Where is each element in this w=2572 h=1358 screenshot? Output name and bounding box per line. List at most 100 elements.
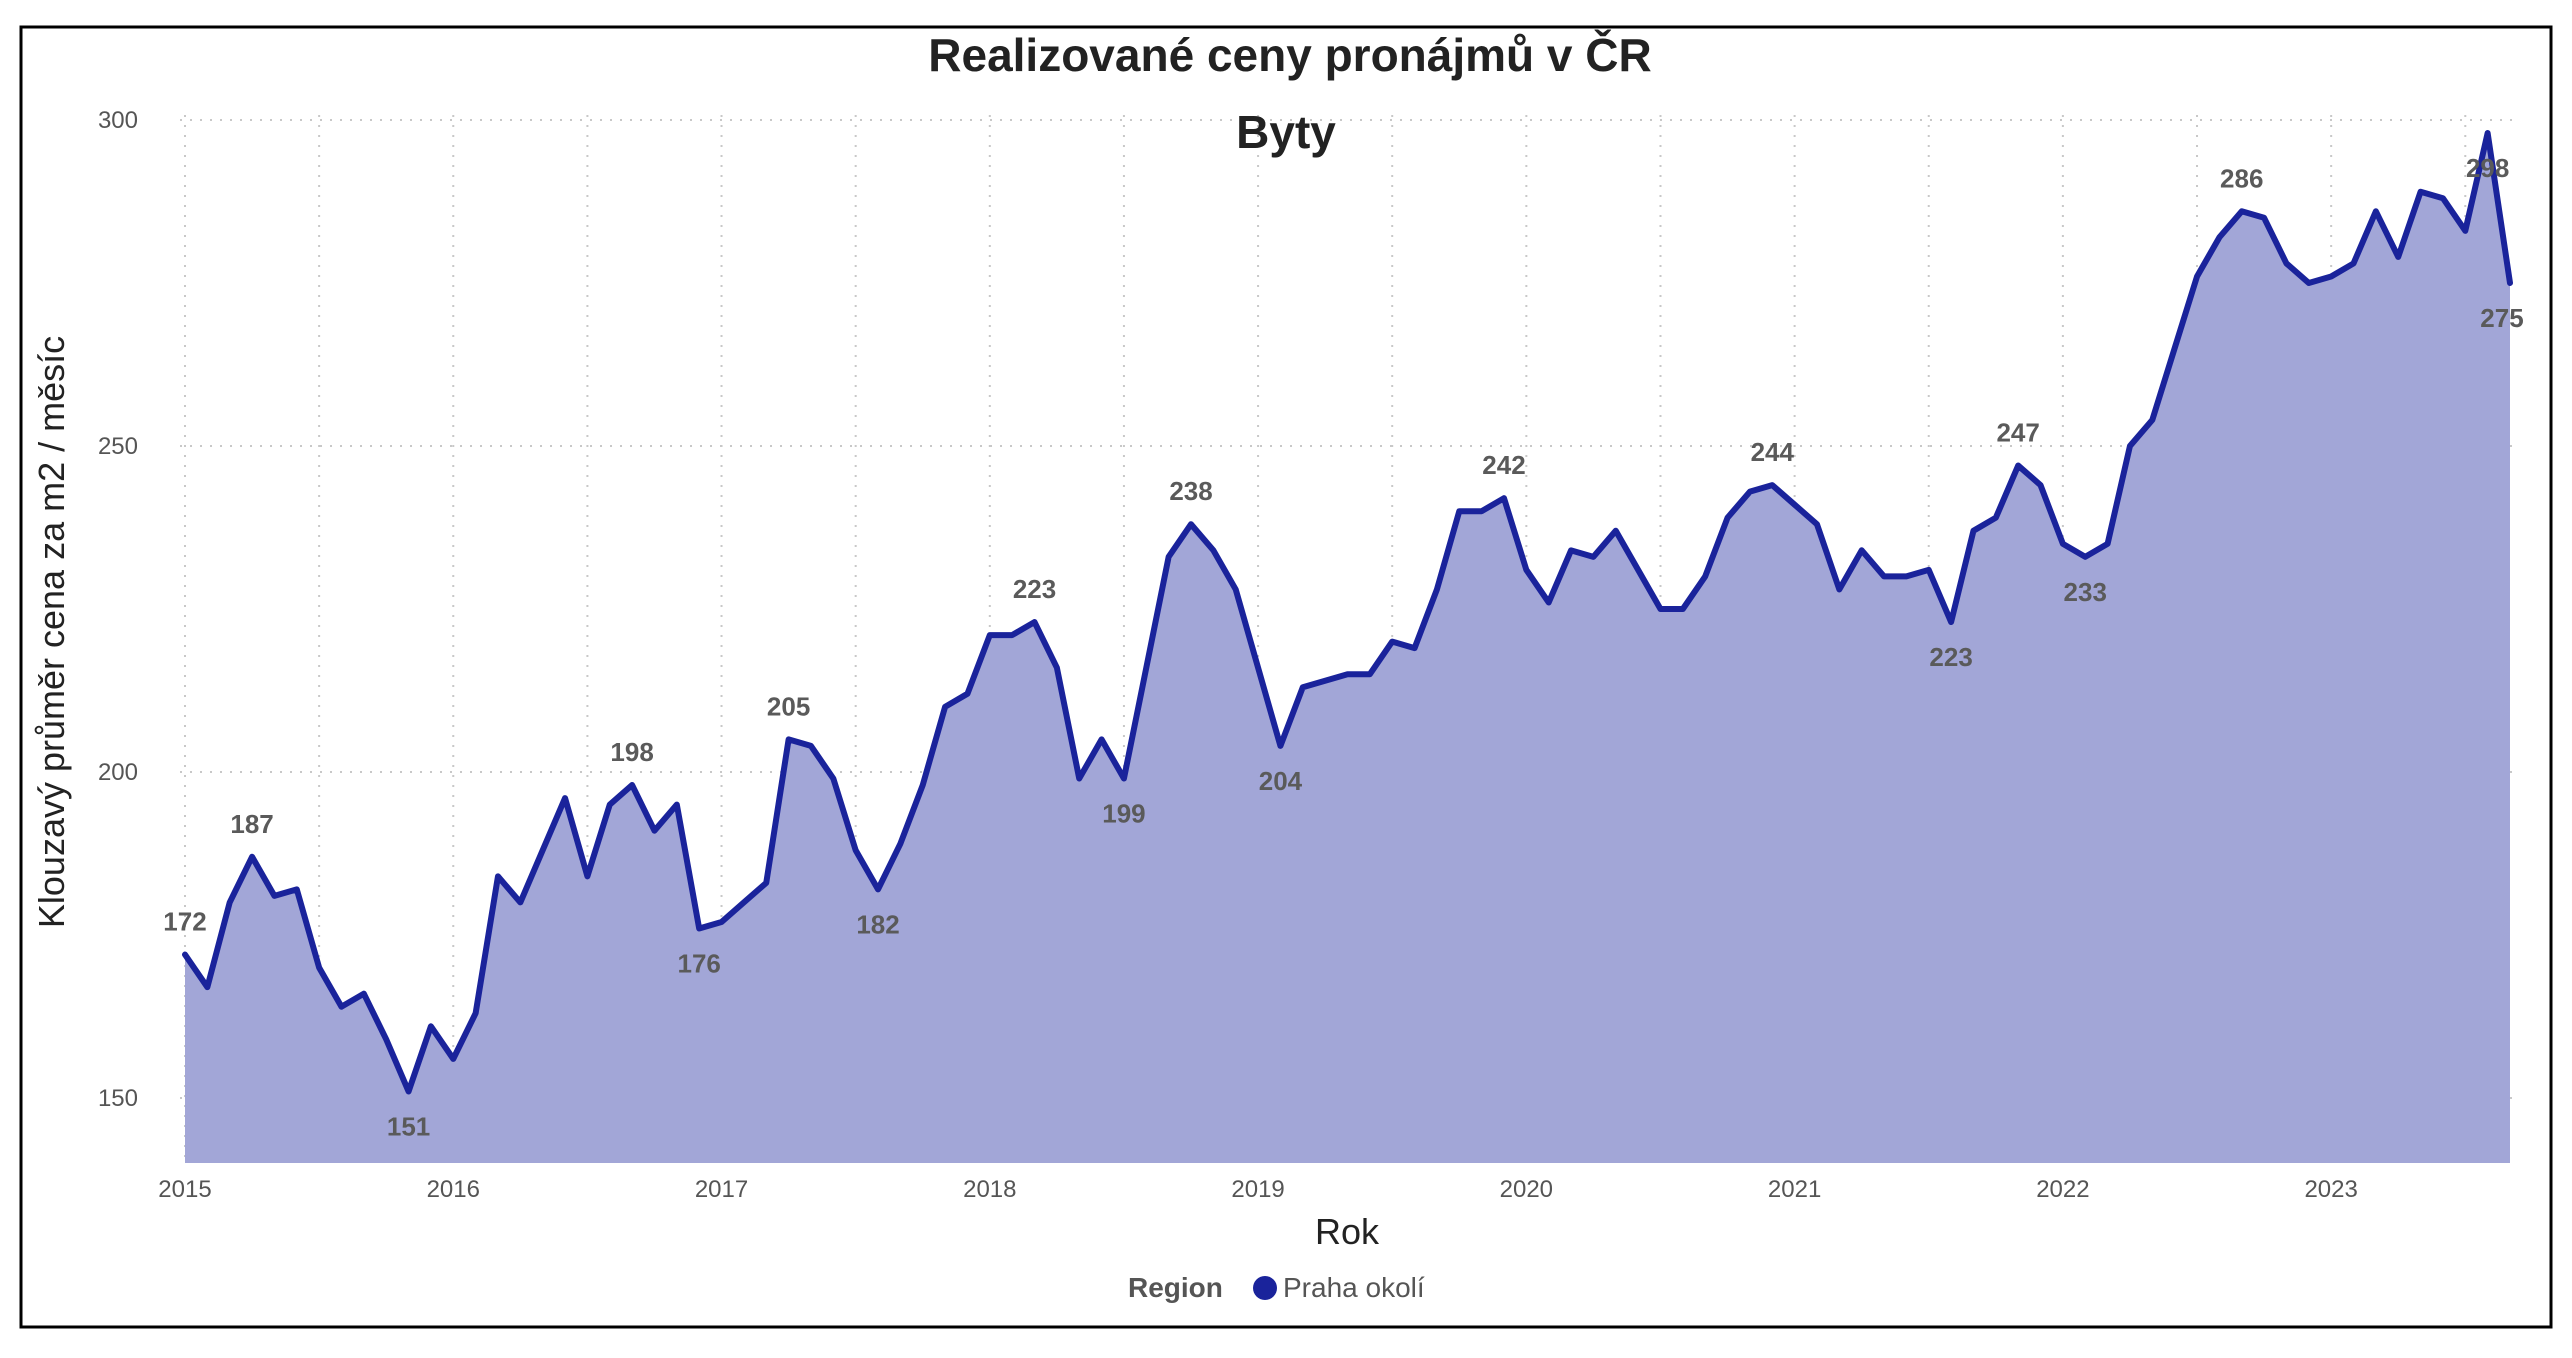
data-point bbox=[942, 704, 948, 710]
data-point bbox=[2015, 463, 2021, 469]
x-tick-label: 2015 bbox=[158, 1176, 211, 1203]
data-point bbox=[227, 899, 233, 905]
data-point bbox=[1590, 554, 1596, 560]
data-point bbox=[2216, 234, 2222, 240]
data-point bbox=[182, 952, 188, 958]
data-point bbox=[2485, 130, 2491, 136]
data-point bbox=[1389, 639, 1395, 645]
data-point bbox=[987, 632, 993, 638]
data-label: 223 bbox=[1929, 642, 1972, 672]
data-point bbox=[2239, 208, 2245, 214]
data-point bbox=[1903, 573, 1909, 579]
series-line-praha-okoli bbox=[182, 130, 2513, 1095]
data-point bbox=[1747, 489, 1753, 495]
x-tick-label: 2023 bbox=[2304, 1176, 2357, 1203]
data-label: 298 bbox=[2466, 153, 2509, 183]
data-point bbox=[964, 691, 970, 697]
data-point bbox=[1635, 567, 1641, 573]
data-point bbox=[473, 1010, 479, 1016]
data-label: 223 bbox=[1013, 574, 1056, 604]
data-point bbox=[1657, 606, 1663, 612]
data-point bbox=[1412, 645, 1418, 651]
data-point bbox=[1210, 547, 1216, 553]
data-point bbox=[1233, 586, 1239, 592]
data-label: 198 bbox=[610, 737, 653, 767]
x-tick-label: 2018 bbox=[963, 1176, 1016, 1203]
data-point bbox=[696, 925, 702, 931]
x-axis-title: Rok bbox=[1315, 1211, 1380, 1252]
data-label: 242 bbox=[1482, 450, 1525, 480]
data-point bbox=[2418, 189, 2424, 195]
data-point bbox=[2306, 280, 2312, 286]
y-tick-label: 150 bbox=[98, 1085, 138, 1112]
data-point bbox=[495, 873, 501, 879]
data-point bbox=[1568, 547, 1574, 553]
data-point bbox=[1501, 495, 1507, 501]
data-point bbox=[1255, 665, 1261, 671]
legend-label: Praha okolí bbox=[1283, 1272, 1425, 1303]
data-point bbox=[1725, 515, 1731, 521]
data-point bbox=[1099, 736, 1105, 742]
data-point bbox=[1993, 515, 1999, 521]
data-point bbox=[808, 743, 814, 749]
data-label: 176 bbox=[677, 948, 720, 978]
y-tick-label: 200 bbox=[98, 759, 138, 786]
data-point bbox=[1166, 554, 1172, 560]
data-point bbox=[406, 1088, 412, 1094]
plot-area bbox=[182, 130, 2513, 1163]
data-point bbox=[1322, 678, 1328, 684]
data-point bbox=[2038, 482, 2044, 488]
area-fill-praha-okoli bbox=[185, 133, 2510, 1163]
data-point bbox=[1836, 586, 1842, 592]
data-label: 205 bbox=[767, 691, 810, 721]
data-point bbox=[1367, 671, 1373, 677]
data-point bbox=[607, 802, 613, 808]
data-point bbox=[674, 802, 680, 808]
data-point bbox=[1926, 567, 1932, 573]
data-point bbox=[562, 795, 568, 801]
data-point bbox=[2105, 541, 2111, 547]
legend-title: Region bbox=[1128, 1272, 1223, 1303]
data-point bbox=[2283, 260, 2289, 266]
data-point bbox=[1523, 567, 1529, 573]
data-point bbox=[2373, 208, 2379, 214]
data-point bbox=[1032, 619, 1038, 625]
data-point bbox=[2507, 280, 2513, 286]
data-label: 187 bbox=[230, 809, 273, 839]
data-point bbox=[1009, 632, 1015, 638]
data-label: 199 bbox=[1102, 799, 1145, 829]
data-point bbox=[1143, 665, 1149, 671]
data-point bbox=[517, 899, 523, 905]
data-point bbox=[1680, 606, 1686, 612]
data-point bbox=[853, 847, 859, 853]
data-point bbox=[629, 782, 635, 788]
data-point bbox=[1859, 547, 1865, 553]
data-point bbox=[2127, 443, 2133, 449]
data-label: 151 bbox=[387, 1111, 430, 1141]
data-point bbox=[584, 873, 590, 879]
data-point bbox=[1188, 521, 1194, 527]
data-point bbox=[316, 965, 322, 971]
data-point bbox=[920, 782, 926, 788]
data-point bbox=[741, 899, 747, 905]
x-tick-label: 2019 bbox=[1231, 1176, 1284, 1203]
data-labels: 172 187 151 198 176 205 182 223 199 238 204 242 244 2… bbox=[163, 153, 2523, 1141]
x-tick-label: 2016 bbox=[427, 1176, 480, 1203]
data-point bbox=[1769, 482, 1775, 488]
data-point bbox=[2351, 260, 2357, 266]
data-point bbox=[830, 776, 836, 782]
data-point bbox=[540, 847, 546, 853]
data-point bbox=[249, 854, 255, 860]
data-label: 182 bbox=[856, 909, 899, 939]
data-point bbox=[2395, 254, 2401, 260]
data-point bbox=[719, 919, 725, 925]
legend: Region Praha okolí bbox=[1128, 1272, 1425, 1303]
data-point bbox=[2462, 228, 2468, 234]
axis-ticks: 150 200 250 300 2015 2016 2017 2018 2019 2020 2021… bbox=[98, 107, 2358, 1203]
data-point bbox=[2440, 195, 2446, 201]
data-label: 204 bbox=[1259, 766, 1303, 796]
data-point bbox=[1345, 671, 1351, 677]
data-point bbox=[1300, 684, 1306, 690]
data-point bbox=[2082, 554, 2088, 560]
